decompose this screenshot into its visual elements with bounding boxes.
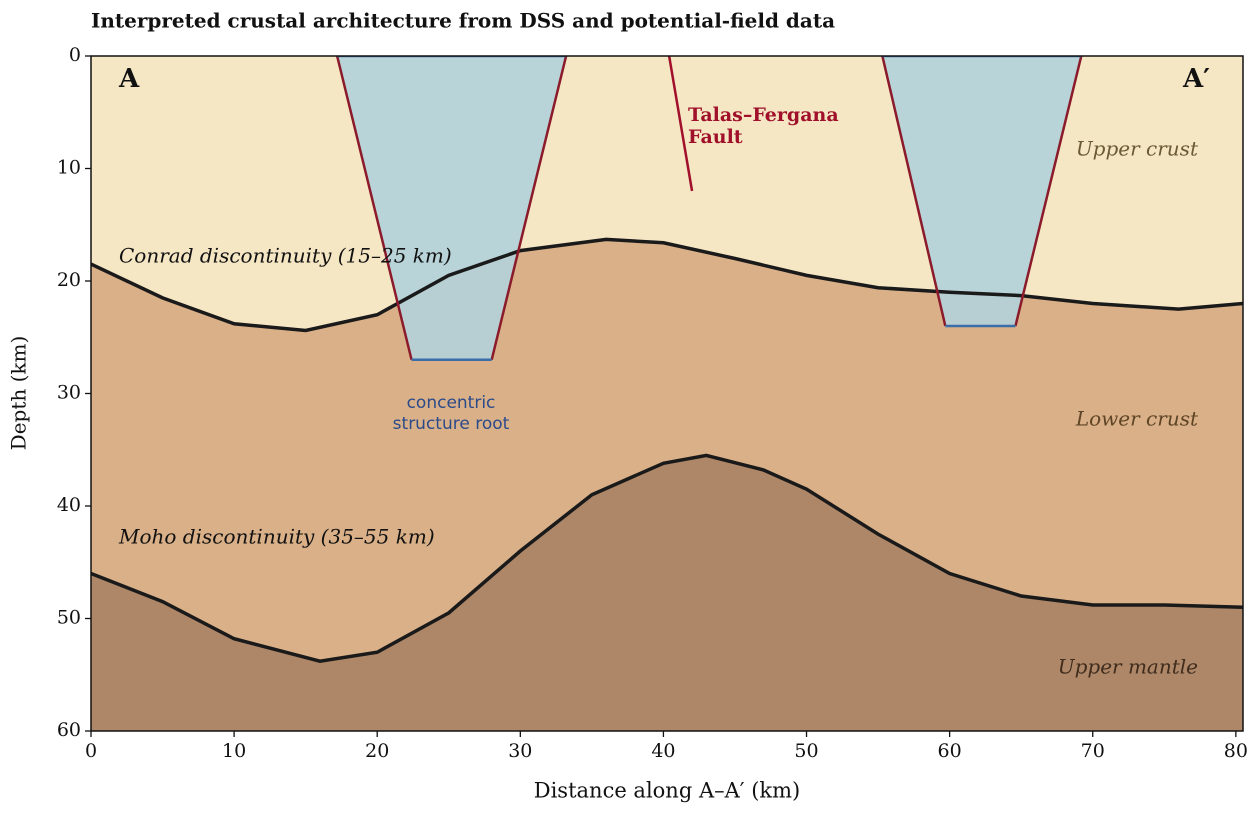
structure-edge [1014, 56, 1083, 327]
horizon-line [91, 237, 1243, 333]
x-axis-label: Distance along A–A′ (km) [534, 779, 801, 803]
y-tick-label: 0 [69, 44, 81, 66]
fault [667, 56, 694, 192]
y-tick-label: 10 [57, 157, 81, 179]
annotation: Lower crust [1075, 407, 1199, 431]
y-tick-label: 50 [57, 607, 81, 629]
annotation: A [118, 64, 140, 94]
chart-title: Interpreted crustal architecture from DS… [91, 9, 835, 33]
plot [91, 56, 1243, 731]
y-tick-label: 20 [57, 269, 81, 291]
annotation: Talas–Fergana [688, 104, 839, 126]
annotation: Upper crust [1076, 137, 1199, 161]
x-tick-label: 30 [508, 740, 532, 762]
x-tick-label: 80 [1224, 740, 1248, 762]
annotation: concentric [407, 393, 496, 413]
annotation: A′ [1182, 64, 1210, 94]
structure-edge [335, 56, 413, 361]
horizon-line [91, 453, 1243, 664]
x-tick-label: 70 [1081, 740, 1105, 762]
x-tick-label: 10 [222, 740, 246, 762]
x-tick-label: 20 [365, 740, 389, 762]
structure-edge [490, 56, 568, 361]
annotation: Moho discontinuity (35–55 km) [118, 525, 435, 549]
y-axis-label: Depth (km) [7, 336, 31, 451]
layer-fill [91, 455, 1243, 731]
annotation: Fault [688, 126, 743, 148]
annotation: Upper mantle [1058, 655, 1198, 679]
structure [337, 56, 567, 360]
x-tick-label: 0 [85, 740, 97, 762]
y-tick-label: 60 [57, 719, 81, 741]
x-tick-label: 40 [651, 740, 675, 762]
annotation: Conrad discontinuity (15–25 km) [119, 244, 452, 268]
y-tick-label: 30 [57, 382, 81, 404]
structure-edge [881, 56, 947, 327]
x-tick-label: 60 [938, 740, 962, 762]
x-tick-label: 50 [794, 740, 818, 762]
annotation: structure root [393, 414, 510, 434]
y-tick-label: 40 [57, 494, 81, 516]
